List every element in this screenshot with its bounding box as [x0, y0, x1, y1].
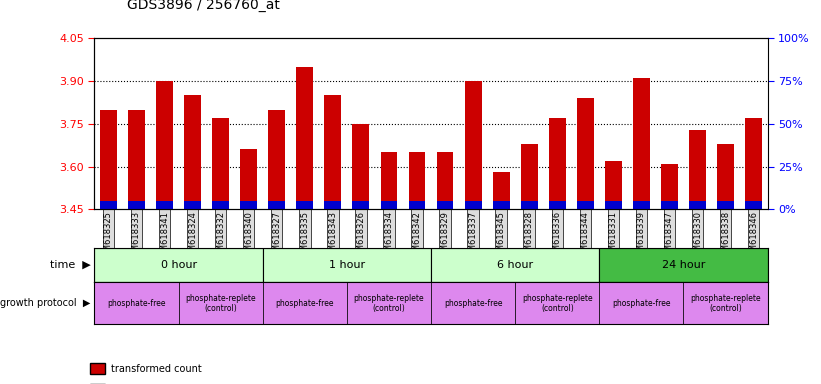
Bar	[213, 201, 229, 209]
Bar	[549, 118, 566, 209]
Bar	[633, 78, 650, 209]
Bar	[683, 282, 768, 324]
Text: phosphate-replete
(control): phosphate-replete (control)	[186, 294, 256, 313]
Bar	[380, 201, 397, 209]
Text: phosphate-replete
(control): phosphate-replete (control)	[690, 294, 761, 313]
Bar	[296, 201, 314, 209]
Bar	[633, 201, 650, 209]
Bar	[352, 124, 369, 209]
Bar	[465, 201, 481, 209]
Bar	[268, 201, 285, 209]
Text: phosphate-replete
(control): phosphate-replete (control)	[522, 294, 593, 313]
Bar	[100, 109, 117, 209]
Bar	[94, 282, 179, 324]
Bar	[493, 172, 510, 209]
Bar	[241, 201, 257, 209]
Text: 24 hour: 24 hour	[662, 260, 705, 270]
Bar	[661, 201, 678, 209]
Bar	[516, 282, 599, 324]
Bar	[380, 152, 397, 209]
Bar	[352, 201, 369, 209]
Bar	[263, 282, 347, 324]
Bar	[549, 201, 566, 209]
Bar	[241, 149, 257, 209]
Text: phosphate-free: phosphate-free	[108, 299, 166, 308]
Bar	[577, 201, 594, 209]
Bar	[599, 248, 768, 282]
Bar	[689, 129, 706, 209]
Bar	[409, 201, 425, 209]
Bar	[718, 201, 734, 209]
Bar	[409, 152, 425, 209]
Bar	[745, 118, 762, 209]
Bar	[437, 201, 453, 209]
Bar	[465, 81, 481, 209]
Text: GDS3896 / 256760_at: GDS3896 / 256760_at	[127, 0, 280, 12]
Bar	[689, 201, 706, 209]
Text: 0 hour: 0 hour	[160, 260, 197, 270]
Text: growth protocol  ▶: growth protocol ▶	[0, 298, 90, 308]
Bar	[179, 282, 263, 324]
Bar	[431, 282, 516, 324]
Bar	[745, 201, 762, 209]
Bar	[718, 144, 734, 209]
Bar	[493, 201, 510, 209]
Text: 6 hour: 6 hour	[497, 260, 534, 270]
Bar	[431, 248, 599, 282]
Bar	[156, 201, 173, 209]
Bar	[324, 201, 342, 209]
Bar	[521, 144, 538, 209]
Bar	[128, 109, 145, 209]
Bar	[184, 201, 201, 209]
Bar	[599, 282, 683, 324]
Bar	[100, 201, 117, 209]
Bar	[521, 201, 538, 209]
Bar	[661, 164, 678, 209]
Bar	[268, 109, 285, 209]
Bar	[437, 152, 453, 209]
Text: phosphate-free: phosphate-free	[612, 299, 671, 308]
Text: phosphate-free: phosphate-free	[276, 299, 334, 308]
Text: phosphate-replete
(control): phosphate-replete (control)	[354, 294, 424, 313]
Bar	[324, 95, 342, 209]
Bar	[577, 98, 594, 209]
Text: phosphate-free: phosphate-free	[444, 299, 502, 308]
Bar	[296, 67, 314, 209]
Bar	[156, 81, 173, 209]
Bar	[263, 248, 431, 282]
Text: time  ▶: time ▶	[49, 260, 90, 270]
Text: transformed count: transformed count	[111, 364, 202, 374]
Text: 1 hour: 1 hour	[328, 260, 365, 270]
Bar	[605, 161, 621, 209]
Bar	[347, 282, 431, 324]
Bar	[184, 95, 201, 209]
Bar	[128, 201, 145, 209]
Bar	[94, 248, 263, 282]
Bar	[605, 201, 621, 209]
Bar	[213, 118, 229, 209]
